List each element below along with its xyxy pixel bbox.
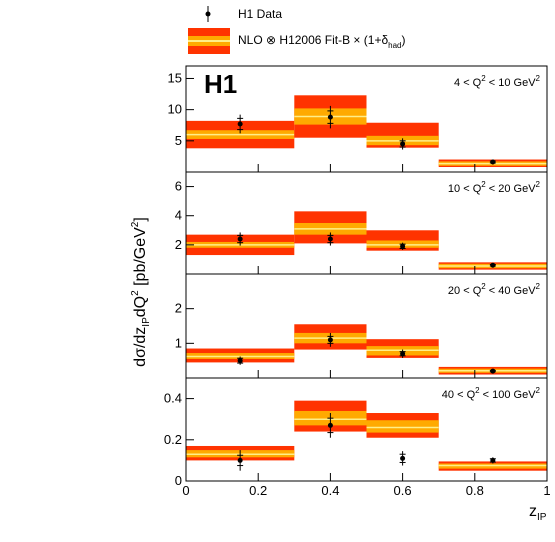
data-point: [400, 141, 406, 147]
x-tick-label: 0: [182, 483, 189, 498]
q2-label-sup: 2: [475, 386, 480, 395]
y-tick-label: 0.4: [164, 391, 182, 406]
y-tick-label: 0.2: [164, 432, 182, 447]
data-point: [490, 368, 496, 374]
q2-label-prefix: 20 < Q: [448, 285, 482, 297]
legend-band-swatch: [188, 28, 230, 54]
q2-label-suffix: < 40 GeV: [486, 285, 537, 297]
q2-label-prefix: 40 < Q: [442, 389, 476, 401]
data-point: [327, 337, 333, 343]
x-tick-label: 0.6: [394, 483, 412, 498]
x-axis-title: zIP: [529, 503, 547, 523]
y-tick-label: 6: [175, 179, 182, 194]
data-point: [327, 114, 333, 120]
x-tick-label: 0.4: [321, 483, 339, 498]
data-point: [490, 159, 496, 165]
q2-label-unit-sup: 2: [536, 282, 541, 291]
band-inner: [366, 420, 439, 433]
q2-range-label: 40 < Q2 < 100 GeV2: [442, 386, 541, 401]
data-point: [237, 457, 243, 463]
legend-band-label-end: ): [402, 33, 406, 47]
q2-label-prefix: 10 < Q: [448, 183, 482, 195]
y-tick-label: 5: [175, 133, 182, 148]
data-point: [400, 243, 406, 249]
legend-band-label-sub: had: [388, 41, 401, 50]
q2-label-unit-sup: 2: [536, 74, 541, 83]
panel-frame: [185, 377, 548, 482]
data-point: [490, 262, 496, 268]
experiment-label: H1: [204, 69, 237, 99]
data-point: [327, 422, 333, 428]
x-axis: 0 0.2 0.4 0.6 0.8 1: [182, 483, 550, 498]
y-tick-label: 1: [175, 335, 182, 350]
q2-range-label: 20 < Q2 < 40 GeV2: [448, 282, 541, 297]
data-point: [237, 236, 243, 242]
data-point: [327, 236, 333, 242]
x-tick-label: 0.2: [249, 483, 267, 498]
q2-label-prefix: 4 < Q: [454, 77, 482, 89]
data-point: [400, 455, 406, 461]
q2-label-suffix: < 20 GeV: [486, 183, 537, 195]
q2-label-suffix: < 10 GeV: [486, 77, 537, 89]
data-point: [400, 351, 406, 357]
y-tick-label: 2: [175, 301, 182, 316]
legend-band-label-main: NLO ⊗ H12006 Fit-B × (1+δ: [238, 33, 388, 47]
y-tick-label: 2: [175, 237, 182, 252]
y-axis-title: dσ/dzIPdQ2 [pb/GeV2]: [130, 217, 152, 367]
q2-label-sup: 2: [481, 74, 486, 83]
q2-label-unit-sup: 2: [536, 180, 541, 189]
q2-label-unit-sup: 2: [536, 386, 541, 395]
data-point: [237, 358, 243, 364]
q2-range-label: 4 < Q2 < 10 GeV2: [454, 74, 541, 89]
q2-range-label: 10 < Q2 < 20 GeV2: [448, 180, 541, 195]
q2-label-sup: 2: [481, 180, 486, 189]
legend-data-label: H1 Data: [238, 7, 282, 21]
legend: H1 Data NLO ⊗ H12006 Fit-B × (1+δhad): [188, 6, 406, 54]
panel-4: 00.20.4 40 < Q2 < 100 GeV2: [164, 377, 548, 488]
y-tick-label: 15: [168, 70, 182, 85]
panel-2: 246 10 < Q2 < 20 GeV2: [175, 171, 548, 275]
data-point: [490, 457, 496, 463]
legend-data-marker: [205, 6, 211, 22]
data-point: [237, 121, 243, 127]
y-tick-label: 10: [168, 102, 182, 117]
svg-text:dσ/dzIPdQ2 [pb/GeV2]: dσ/dzIPdQ2 [pb/GeV2]: [130, 217, 152, 367]
x-tick-label: 0.8: [466, 483, 484, 498]
y-tick-label: 0: [175, 473, 182, 488]
q2-label-suffix: < 100 GeV: [480, 389, 537, 401]
q2-label-sup: 2: [481, 282, 486, 291]
legend-band-label: NLO ⊗ H12006 Fit-B × (1+δhad): [238, 33, 406, 50]
x-tick-label: 1: [543, 483, 550, 498]
y-tick-label: 4: [175, 208, 182, 223]
